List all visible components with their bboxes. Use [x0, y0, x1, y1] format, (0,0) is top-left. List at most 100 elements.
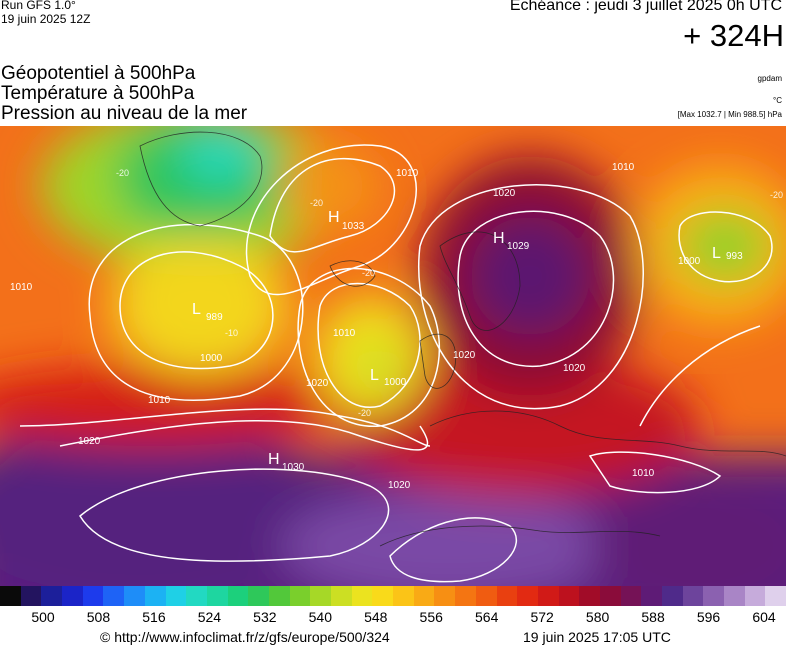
- forecast-valid-time: Echéance : jeudi 3 juillet 2025 0h UTC: [509, 0, 782, 14]
- colorbar-swatch: [744, 586, 766, 606]
- title-pressure: Pression au niveau de la mer: [1, 103, 248, 124]
- colorbar-tick-label: 556: [419, 609, 443, 625]
- colorbar-swatch: [393, 586, 414, 606]
- colorbar-swatch: [206, 586, 228, 606]
- title-temperature: Température à 500hPa: [1, 83, 195, 104]
- source-url: © http://www.infoclimat.fr/z/gfs/europe/…: [100, 629, 390, 645]
- colorbar-tick-label: 588: [641, 609, 665, 625]
- colorbar-swatch: [248, 586, 269, 606]
- svg-text:993: 993: [726, 251, 743, 262]
- colorbar-swatch: [331, 586, 352, 606]
- colorbar-swatch: [558, 586, 580, 606]
- svg-text:1000: 1000: [384, 377, 407, 388]
- colorbar-swatch: [434, 586, 456, 606]
- isotherm-label: -20: [362, 268, 375, 278]
- colorbar-swatch: [724, 586, 745, 606]
- svg-text:1029: 1029: [507, 241, 530, 252]
- svg-text:L: L: [370, 367, 379, 384]
- colorbar-swatch: [703, 586, 725, 606]
- svg-text:1030: 1030: [282, 462, 305, 473]
- colorbar-swatch: [599, 586, 621, 606]
- colorbar-tick-label: 540: [308, 609, 332, 625]
- isobar-label: 1000: [200, 353, 223, 364]
- colorbar-swatch: [268, 586, 290, 606]
- isobar-label: 1020: [453, 350, 476, 361]
- isobar-label: 1010: [10, 282, 33, 293]
- colorbar-swatch: [537, 586, 559, 606]
- isobar-label: 1010: [148, 395, 171, 406]
- isobar-label: 1020: [388, 480, 411, 491]
- colorbar-swatch: [82, 586, 104, 606]
- isotherm-label: -20: [310, 198, 323, 208]
- pressure-range: [Max 1032.7 | Min 988.5] hPa: [677, 110, 782, 119]
- isotherm-label: -10: [225, 328, 238, 338]
- colorbar-tick-label: 580: [585, 609, 610, 625]
- colorbar-swatch: [620, 586, 642, 606]
- colorbar-tick-label: 532: [253, 609, 277, 625]
- high-pressure-center: H 1033: [328, 209, 365, 232]
- isobar-label: 1010: [396, 168, 419, 179]
- low-pressure-center: L 989: [192, 301, 223, 323]
- weather-map: 1010 1000 1010 1020 1020 1010 1010 1020 …: [0, 126, 786, 586]
- colorbar-swatch: [0, 586, 21, 606]
- colorbar-swatch: [186, 586, 207, 606]
- colorbar-swatch: [165, 586, 187, 606]
- colorbar-swatch: [765, 586, 786, 606]
- svg-text:H: H: [268, 451, 280, 468]
- unit-geopotential: gpdam: [757, 74, 782, 83]
- colorbar-swatch: [124, 586, 145, 606]
- colorbar-swatch: [475, 586, 497, 606]
- colorbar-swatch: [62, 586, 83, 606]
- isobar-label: 1020: [306, 378, 329, 389]
- isobar-label: 1020: [493, 188, 516, 199]
- colorbar-swatch: [351, 586, 373, 606]
- run-date: 19 juin 2025 12Z: [1, 12, 91, 26]
- svg-text:1033: 1033: [342, 221, 365, 232]
- isobar-label: 1020: [78, 436, 101, 447]
- isotherm-label: -20: [116, 168, 129, 178]
- colorbar-swatch: [289, 586, 311, 606]
- title-geopotential: Géopotentiel à 500hPa: [1, 63, 196, 84]
- colorbar: [0, 586, 786, 606]
- forecast-horizon: + 324H: [683, 18, 784, 53]
- isotherm-label: -20: [358, 408, 371, 418]
- generation-date: 19 juin 2025 17:05 UTC: [523, 629, 671, 645]
- colorbar-swatch: [103, 586, 125, 606]
- isobar-label: 1010: [632, 468, 655, 479]
- colorbar-swatch: [227, 586, 249, 606]
- colorbar-tick-label: 524: [197, 609, 222, 625]
- svg-text:L: L: [192, 301, 201, 318]
- isobar-label: 1010: [333, 328, 356, 339]
- colorbar-swatch: [455, 586, 476, 606]
- isobar-label: 1000: [678, 256, 701, 267]
- colorbar-swatch: [517, 586, 538, 606]
- colorbar-swatch: [579, 586, 600, 606]
- svg-text:H: H: [328, 209, 340, 226]
- high-pressure-center: H 1029: [493, 230, 530, 252]
- colorbar-swatch: [41, 586, 63, 606]
- low-pressure-center: L 993: [712, 245, 743, 262]
- svg-text:L: L: [712, 245, 721, 262]
- colorbar-swatch: [662, 586, 683, 606]
- colorbar-swatch: [496, 586, 518, 606]
- isotherm-label: -20: [770, 190, 783, 200]
- high-pressure-center: H 1030: [268, 451, 305, 473]
- colorbar-tick-label: 572: [530, 609, 554, 625]
- colorbar-tick-label: 516: [142, 609, 166, 625]
- unit-temperature: °C: [773, 96, 782, 105]
- colorbar-swatch: [372, 586, 394, 606]
- svg-text:989: 989: [206, 312, 223, 323]
- colorbar-tick-label: 604: [752, 609, 776, 625]
- colorbar-swatch: [20, 586, 42, 606]
- colorbar-tick-label: 508: [86, 609, 111, 625]
- low-pressure-center: L 1000: [370, 367, 407, 388]
- colorbar-tick-label: 548: [364, 609, 388, 625]
- isobar-label: 1020: [563, 363, 586, 374]
- colorbar-tick-label: 500: [31, 609, 55, 625]
- svg-text:H: H: [493, 230, 505, 247]
- colorbar-swatch: [641, 586, 662, 606]
- colorbar-tick-label: 564: [475, 609, 499, 625]
- run-label: Run GFS 1.0°: [1, 0, 76, 12]
- colorbar-swatch: [413, 586, 435, 606]
- colorbar-tick-label: 596: [696, 609, 721, 625]
